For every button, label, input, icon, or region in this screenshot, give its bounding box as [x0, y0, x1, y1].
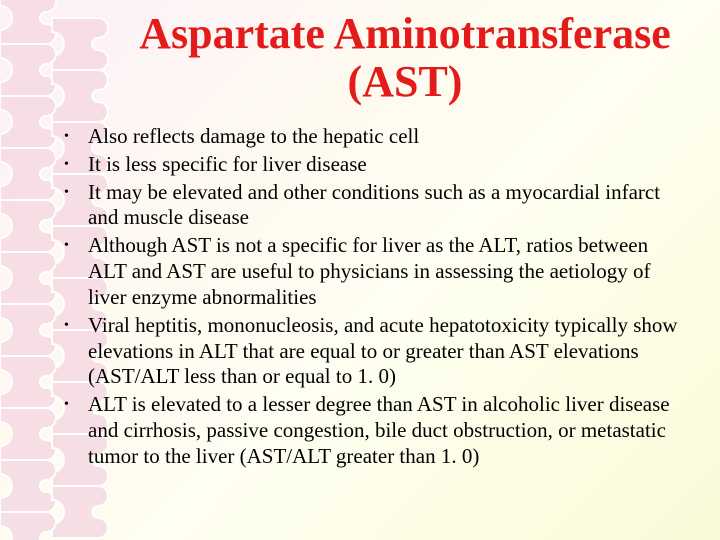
slide: Aspartate Aminotransferase (AST) Also re…: [0, 0, 720, 540]
slide-body: Also reflects damage to the hepatic cell…: [58, 124, 690, 472]
slide-title: Aspartate Aminotransferase (AST): [110, 10, 700, 107]
list-item: Viral heptitis, mononucleosis, and acute…: [58, 313, 690, 390]
list-item: Also reflects damage to the hepatic cell: [58, 124, 690, 150]
list-item: It is less specific for liver disease: [58, 152, 690, 178]
list-item: It may be elevated and other conditions …: [58, 180, 690, 232]
list-item: ALT is elevated to a lesser degree than …: [58, 392, 690, 469]
list-item: Although AST is not a specific for liver…: [58, 233, 690, 310]
bullet-list: Also reflects damage to the hepatic cell…: [58, 124, 690, 470]
